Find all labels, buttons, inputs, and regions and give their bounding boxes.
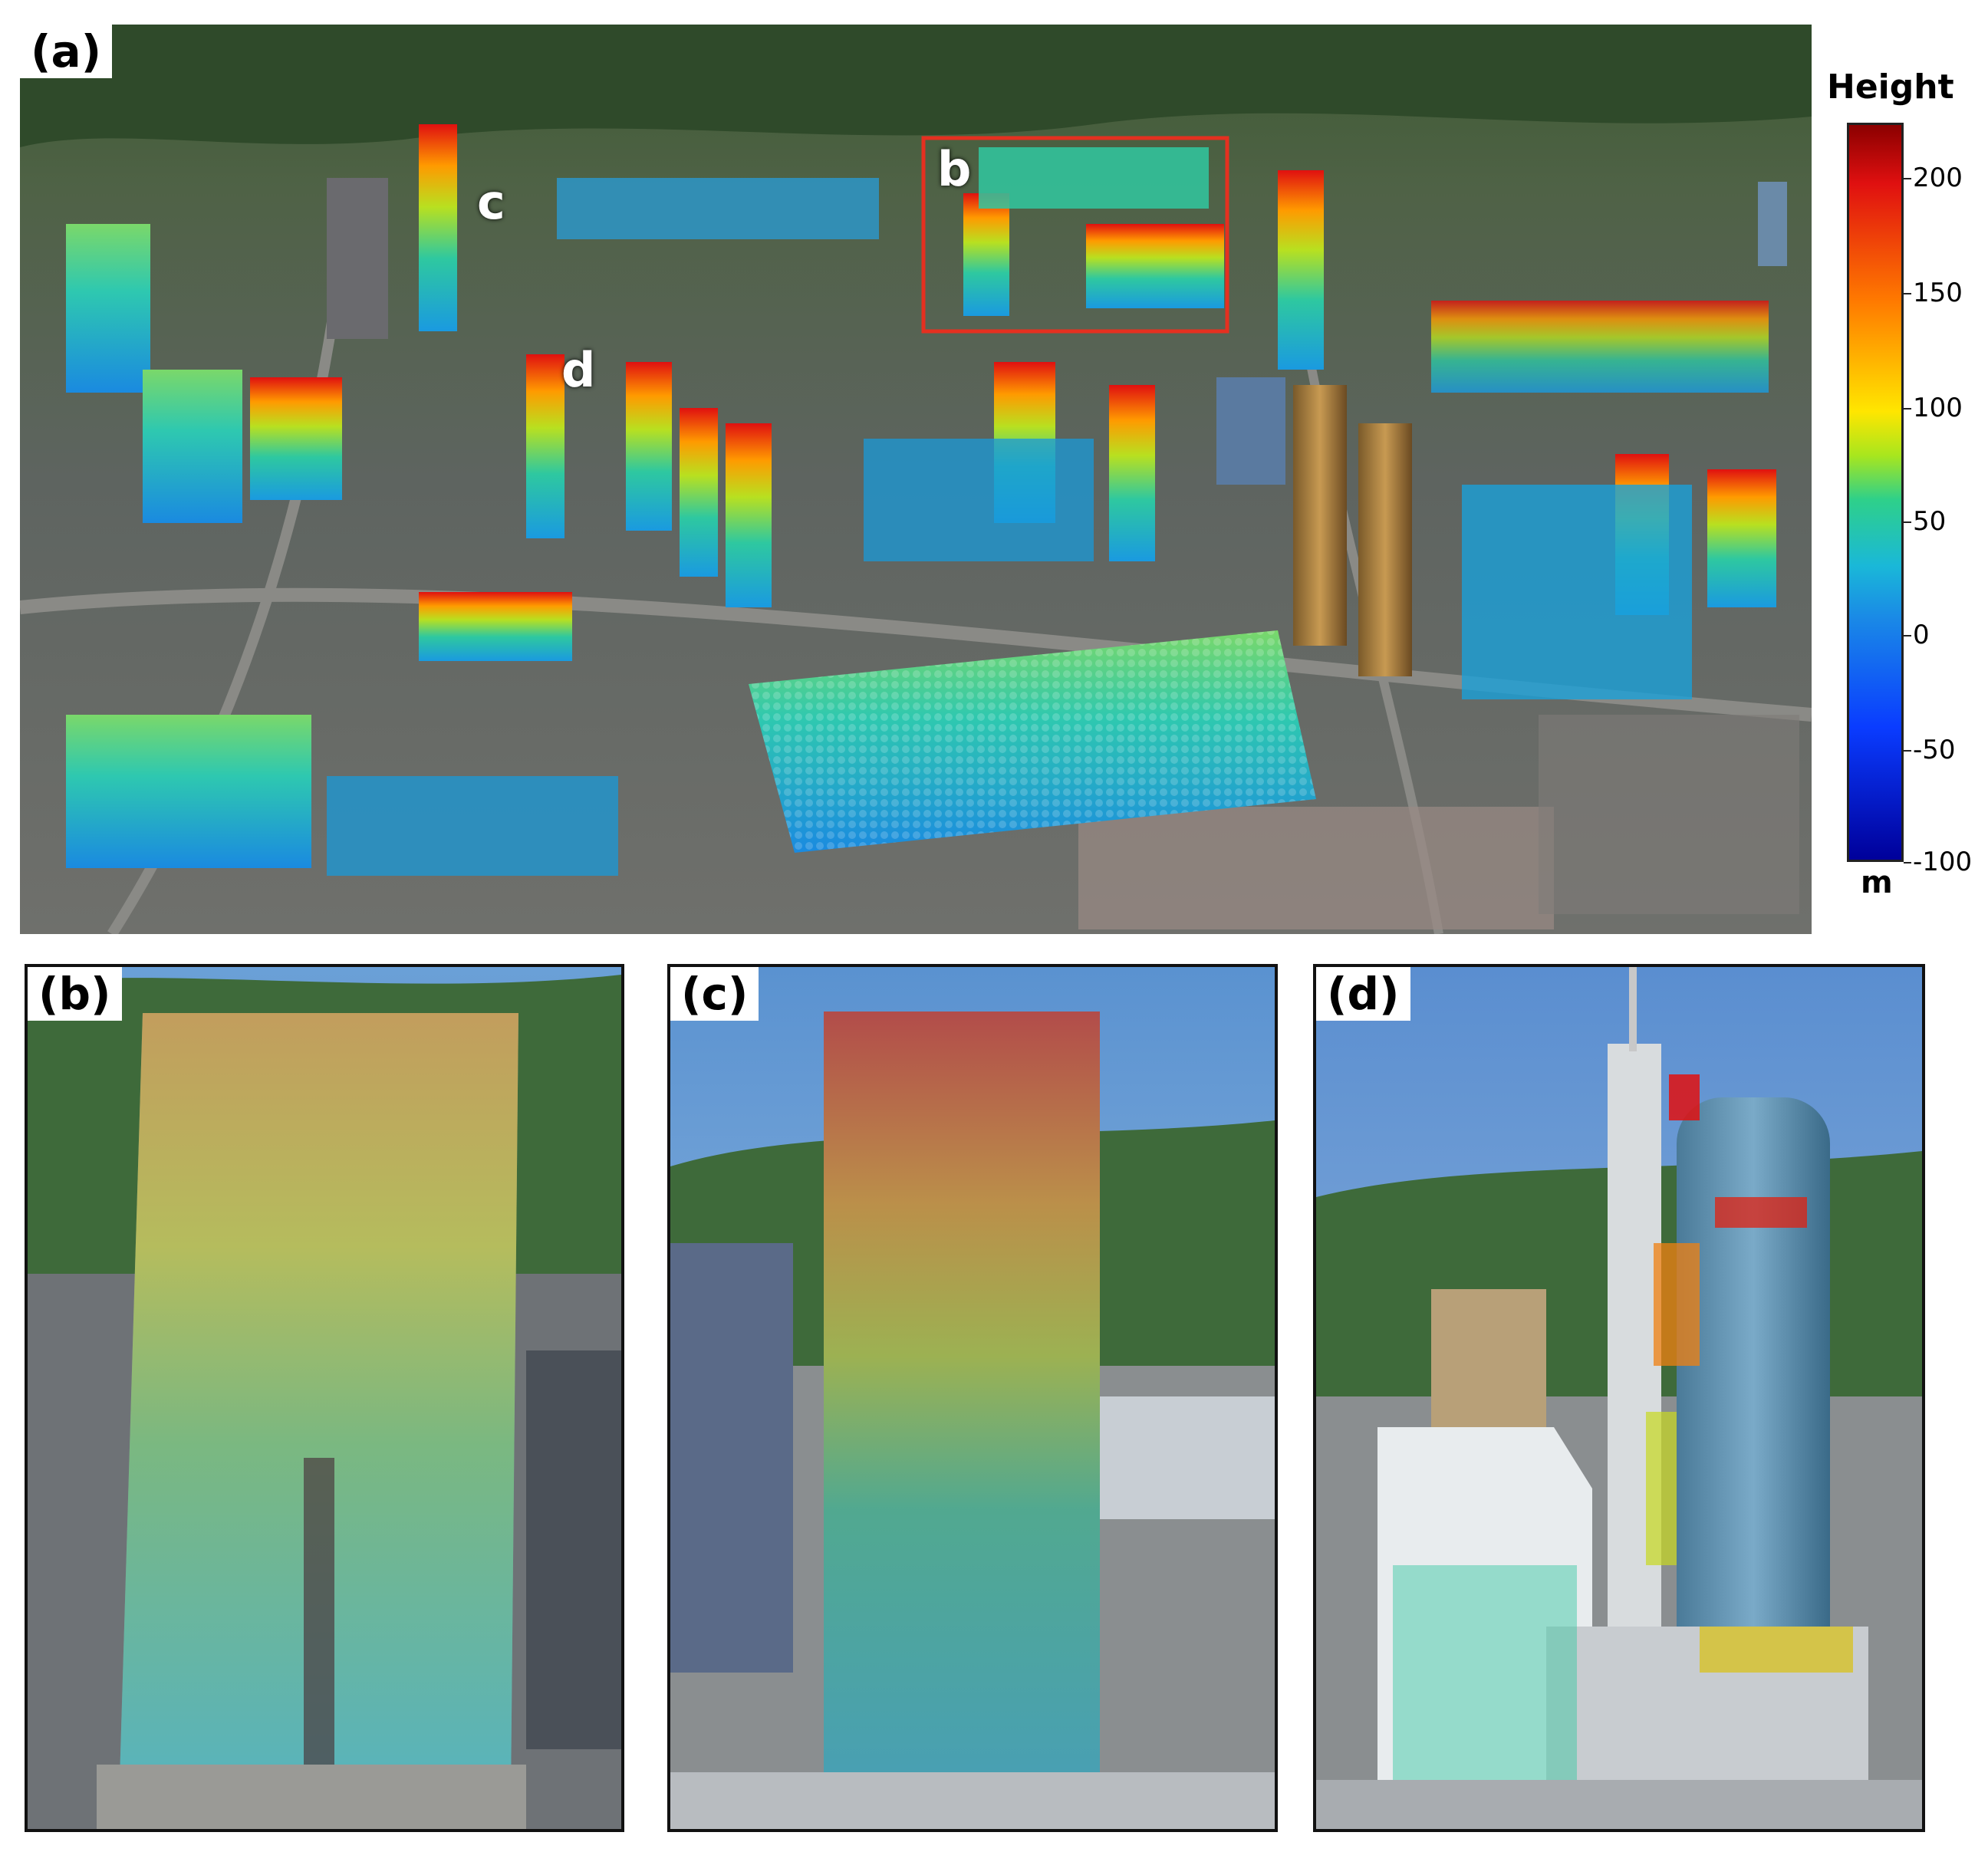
point-cloud — [66, 124, 1776, 876]
building-c-scene — [670, 967, 1275, 1829]
building-b-scene — [28, 967, 621, 1829]
building-d-scene — [1316, 967, 1922, 1829]
aerial-scene — [20, 25, 1812, 934]
point-label-c: c — [477, 174, 505, 230]
point-label-b: b — [937, 141, 972, 197]
colorbar-tick-minus100: -100 — [1903, 847, 1973, 877]
panel-d-building-view: (d) — [1313, 964, 1925, 1832]
panel-c-building-view: (c) — [667, 964, 1278, 1832]
highlight-box-b — [921, 136, 1229, 334]
panel-b-building-view: (b) — [25, 964, 624, 1832]
colorbar-unit: m — [1861, 865, 1893, 900]
colorbar-title: Height — [1827, 67, 1954, 107]
panel-a-label: (a) — [20, 25, 113, 78]
panel-a-aerial-view: (a) c d b — [20, 25, 1812, 934]
colorbar-tick-150: 150 — [1904, 278, 1963, 308]
point-label-d: d — [561, 342, 596, 398]
colorbar-tick-200: 200 — [1904, 163, 1963, 193]
panel-c-label: (c) — [670, 967, 759, 1021]
colorbar — [1847, 123, 1904, 862]
colorbar-tick-100: 100 — [1904, 393, 1963, 423]
colorbar-tick-50: 50 — [1903, 506, 1947, 537]
colorbar-tick-minus50: -50 — [1904, 735, 1956, 765]
panel-d-label: (d) — [1316, 967, 1410, 1021]
panel-b-label: (b) — [28, 967, 122, 1021]
colorbar-tick-0: 0 — [1904, 620, 1930, 650]
